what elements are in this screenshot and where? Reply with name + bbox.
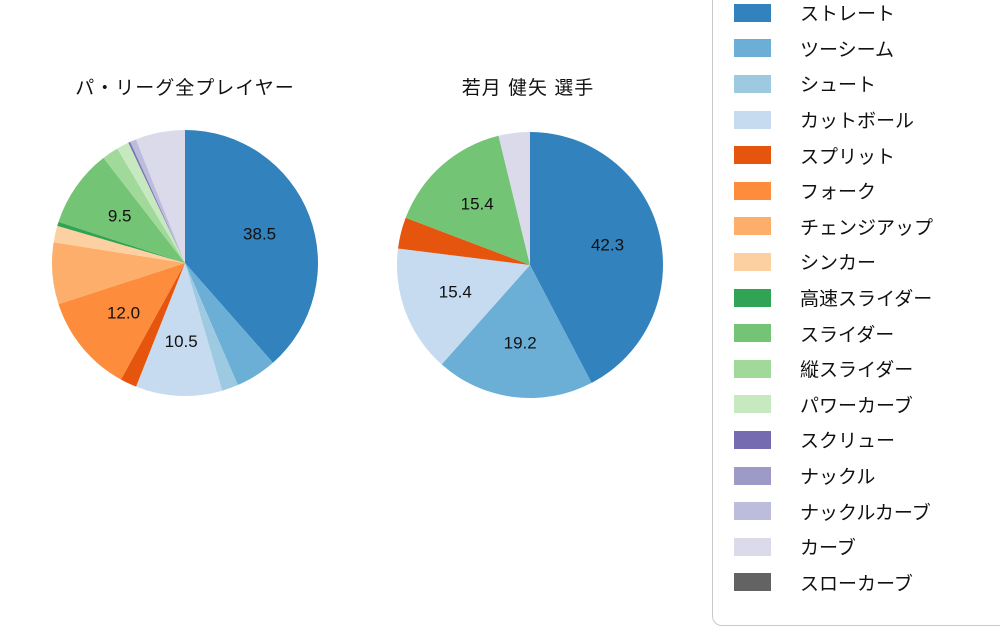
legend-swatch [734,252,771,271]
legend-label: シンカー [800,253,877,275]
legend-label: ツーシーム [800,39,895,61]
legend-label: ナックル [800,467,876,489]
legend-swatch [734,39,771,58]
pie-slice [57,221,185,263]
legend-item: フォーク [734,173,1000,209]
pie-slice-label: 38.5 [243,224,276,243]
legend-swatch [734,324,771,343]
legend-label: スプリット [800,146,896,168]
legend-swatch [734,181,771,200]
legend-label: スライダー [800,324,895,346]
legend-label: スクリュー [800,431,896,453]
legend-item: スライダー [734,315,1000,351]
pie-slice-label: 15.4 [439,283,472,302]
pie-slice [185,263,238,391]
legend-swatch [734,288,771,307]
pie-slice [136,263,223,397]
legend-item: ナックルカーブ [734,493,1000,529]
pie-slice [128,141,185,263]
legend-swatch [734,430,771,449]
legend-swatch [734,359,771,378]
legend-label: カットボール [800,111,915,133]
legend-swatch [734,146,771,165]
legend-swatch [734,217,771,236]
pie-slice [58,157,185,263]
legend-item: ツーシーム [734,31,1000,67]
legend-swatch [734,537,771,556]
pie-slice [120,263,185,387]
left-pie-title: パ・リーグ全プレイヤー [75,78,295,99]
legend-swatch [734,502,771,521]
pie-chart-player: 42.3 19.2 15.4 15.4 [396,132,663,398]
legend-label: パワーカーブ [800,395,913,417]
pie-slice [103,148,185,263]
legend-item: ストレート [734,0,1000,31]
pie-slice [185,130,318,363]
legend-item: カーブ [734,529,1000,565]
pie-slice-label: 9.5 [108,207,132,226]
legend-swatch [734,395,771,414]
legend-item: スローカーブ [734,565,1000,601]
legend-label: 高速スライダー [800,289,933,311]
legend-label: チェンジアップ [800,217,934,239]
legend-item: カットボール [734,102,1000,138]
pie-slice-label: 42.3 [591,235,624,254]
legend-item: スクリュー [734,422,1000,458]
pie-slice [398,217,530,265]
legend-item: シュート [734,66,1000,102]
legend-swatch [734,3,771,22]
pie-slice [441,265,592,398]
legend-swatch [734,74,771,93]
legend-swatch [734,573,771,592]
figure: パ・リーグ全プレイヤー 若月 健矢 選手 38.5 10.5 12.0 9.5 42.… [52,0,1000,626]
pie-slice [117,142,185,263]
pie-slice [52,242,185,305]
legend-item: チェンジアップ [734,209,1000,245]
pie-slice [129,141,185,263]
legend-label: 縦スライダー [800,360,914,382]
legend-item: 縦スライダー [734,351,1000,387]
legend-label: フォーク [800,182,877,204]
legend-item: 高速スライダー [734,280,1000,316]
pie-slice [130,139,185,263]
pie-slice [58,263,185,380]
pie-slice [396,248,530,365]
legend-swatch [734,110,771,129]
pie-slice [498,132,530,265]
legend-swatch [734,466,771,485]
legend-label: ナックルカーブ [800,502,931,524]
legend-label: スローカーブ [800,573,913,595]
pie-slice [405,135,530,265]
legend-label: カーブ [800,538,856,560]
legend: ストレートツーシームシュートカットボール スプリットフォークチェンジアップ シンカー… [712,0,1000,626]
pie-slice-label: 10.5 [165,332,198,351]
legend-item: スプリット [734,137,1000,173]
pie-chart-league: 38.5 10.5 12.0 9.5 [52,130,318,397]
legend-item: パワーカーブ [734,387,1000,423]
right-pie-title: 若月 健矢 選手 [461,78,595,99]
pie-slice-label: 19.2 [504,334,537,353]
pie-slice [530,132,663,383]
pie-slice [136,130,185,263]
legend-label: ストレート [800,4,896,26]
pie-slice-label: 12.0 [107,303,140,322]
pie-slice-label: 15.4 [461,195,494,214]
legend-label: シュート [800,75,877,97]
legend-item: ナックル [734,458,1000,494]
legend-item: シンカー [734,244,1000,280]
pie-slice [53,225,185,263]
pie-slice [185,263,273,386]
